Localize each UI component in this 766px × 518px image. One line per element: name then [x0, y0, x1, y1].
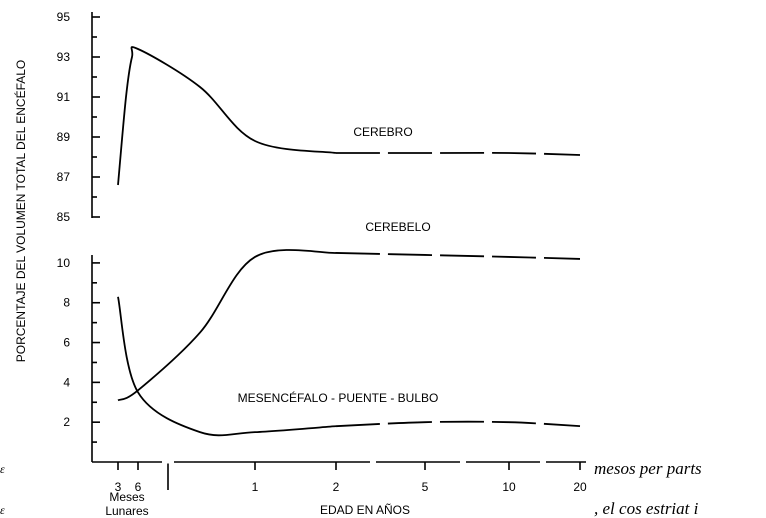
- y-ticks: 95 93 91 89 87 85 10 8 6 4 2: [57, 10, 100, 443]
- x-axis: [92, 461, 586, 490]
- caption-right-line2: , el cos estriat i: [594, 499, 699, 518]
- x-group-label-line2: Lunares: [105, 504, 148, 518]
- caption-right-line1: mesos per parts: [594, 459, 702, 478]
- x-tick-label: 1: [252, 480, 259, 494]
- y-tick-label-upper: 85: [57, 210, 71, 224]
- x-tick-label: 6: [135, 480, 142, 494]
- y-tick-label-lower: 4: [63, 375, 70, 389]
- x-tick-label: 3: [115, 480, 122, 494]
- y-tick-label-lower: 6: [63, 336, 70, 350]
- curve-cerebro-dashed-tail: [336, 151, 581, 156]
- y-tick-label-upper: 91: [57, 90, 71, 104]
- x-tick-label: 20: [573, 480, 587, 494]
- y-tick-label-lower: 10: [57, 256, 71, 270]
- curve-cerebro: [117, 46, 337, 186]
- y-axis-label: PORCENTAJE DEL VOLUMEN TOTAL DEL ENCÉFAL…: [13, 60, 28, 363]
- y-tick-label-upper: 89: [57, 130, 71, 144]
- curve-mesencefalo-dashed-tail: [335, 420, 581, 428]
- y-tick-label-lower: 8: [63, 296, 70, 310]
- y-tick-label-upper: 95: [57, 10, 71, 24]
- x-axis-label: EDAD EN AÑOS: [320, 503, 410, 517]
- x-group-label-line1: Meses: [109, 490, 144, 504]
- curve-cerebelo-dashed-tail: [335, 252, 581, 260]
- curve-cerebelo: [117, 249, 337, 402]
- x-tick-label: 10: [502, 480, 516, 494]
- series-label-cerebro: CEREBRO: [353, 125, 412, 139]
- curve-mesencefalo: [117, 296, 337, 437]
- y-tick-label-upper: 87: [57, 170, 71, 184]
- series-label-cerebelo: CEREBELO: [365, 220, 430, 234]
- caption-left-fragment1: ε: [0, 462, 5, 476]
- x-ticks: 3 6 1 2 5 10 20: [115, 462, 587, 494]
- y-tick-label-upper: 93: [57, 50, 71, 64]
- y-tick-label-lower: 2: [63, 415, 70, 429]
- x-tick-label: 5: [422, 480, 429, 494]
- x-tick-label: 2: [333, 480, 340, 494]
- series-curves: [117, 46, 581, 464]
- series-label-mesencefalo: MESENCÉFALO - PUENTE - BULBO: [238, 390, 439, 405]
- caption-left-fragment2: ε: [0, 503, 5, 517]
